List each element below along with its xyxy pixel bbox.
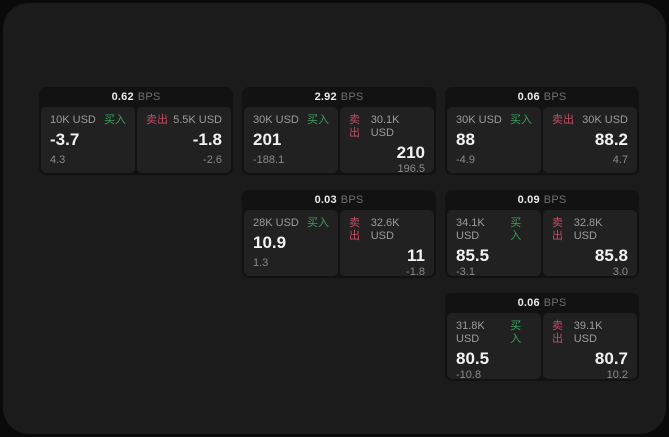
buy-panel[interactable]: 30K USD 买入 201 -188.1: [244, 107, 338, 173]
sell-label: 卖出: [552, 320, 563, 345]
sell-amount: 39.1K USD: [573, 320, 603, 345]
price-panels: 30K USD 买入 88 -4.9 卖出 30K USD 88.2 4.7: [447, 107, 637, 173]
buy-amount: 10K USD: [50, 114, 96, 126]
buy-amount: 30K USD: [456, 114, 502, 126]
sell-price: 88.2: [594, 130, 628, 149]
buy-amount: 34.1K USD: [456, 217, 485, 242]
price-panels: 31.8K USD 买入 80.5 -10.8 卖出 39.1K USD 80.…: [447, 313, 637, 381]
sell-panel[interactable]: 卖出 32.8K USD 85.8 3.0: [543, 210, 637, 278]
sell-amount: 32.8K USD: [573, 217, 603, 242]
bps-header: 0.62 BPS: [41, 87, 231, 107]
sell-panel[interactable]: 卖出 30.1K USD 210 196.5: [340, 107, 434, 175]
buy-amount: 31.8K USD: [456, 320, 485, 345]
sell-amount: 5.5K USD: [173, 114, 222, 126]
buy-change: -188.1: [253, 154, 285, 166]
sell-panel[interactable]: 卖出 39.1K USD 80.7 10.2: [543, 313, 637, 381]
buy-change: 1.3: [253, 257, 269, 269]
sell-change: 3.0: [612, 266, 628, 278]
buy-label: 买入: [307, 217, 329, 229]
sell-change: 4.7: [612, 154, 628, 166]
sell-amount: 32.6K USD: [370, 217, 400, 242]
bps-unit-label: BPS: [543, 194, 567, 206]
buy-panel[interactable]: 30K USD 买入 88 -4.9: [447, 107, 541, 173]
sell-amount: 30.1K USD: [370, 114, 400, 139]
quote-card: 2.92 BPS 30K USD 买入 201 -188.1 卖出 30.1K …: [242, 87, 436, 175]
bps-value: 0.06: [517, 91, 540, 103]
price-panels: 10K USD 买入 -3.7 4.3 卖出 5.5K USD -1.8 -2.…: [41, 107, 231, 173]
bps-header: 0.09 BPS: [447, 190, 637, 210]
buy-change: -3.1: [456, 266, 475, 278]
bps-value: 0.09: [517, 194, 540, 206]
bps-unit-label: BPS: [543, 297, 567, 309]
buy-label: 买入: [510, 217, 522, 242]
quote-card-grid: 0.62 BPS 10K USD 买入 -3.7 4.3 卖出 5.5K USD: [39, 87, 639, 381]
bps-value: 0.06: [517, 297, 540, 309]
buy-price: 80.5: [456, 349, 490, 368]
buy-label: 买入: [510, 114, 532, 126]
bps-header: 0.06 BPS: [447, 87, 637, 107]
sell-label: 卖出: [146, 114, 168, 126]
sell-panel[interactable]: 卖出 30K USD 88.2 4.7: [543, 107, 637, 173]
quote-card: 0.62 BPS 10K USD 买入 -3.7 4.3 卖出 5.5K USD: [39, 87, 233, 175]
quote-card: 0.06 BPS 30K USD 买入 88 -4.9 卖出 30K USD: [445, 87, 639, 175]
bps-value: 0.03: [314, 194, 337, 206]
buy-label: 买入: [510, 320, 522, 345]
sell-label: 卖出: [552, 217, 563, 242]
buy-price: -3.7: [50, 130, 80, 149]
buy-panel[interactable]: 28K USD 买入 10.9 1.3: [244, 210, 338, 276]
sell-label: 卖出: [349, 217, 360, 242]
sell-amount: 30K USD: [582, 114, 628, 126]
sell-change: -2.6: [203, 154, 222, 166]
sell-price: 210: [396, 143, 425, 162]
sell-price: 80.7: [594, 349, 628, 368]
buy-panel[interactable]: 31.8K USD 买入 80.5 -10.8: [447, 313, 541, 381]
buy-price: 201: [253, 130, 282, 149]
buy-label: 买入: [307, 114, 329, 126]
quote-card: 0.06 BPS 31.8K USD 买入 80.5 -10.8 卖出 39.1…: [445, 293, 639, 381]
buy-amount: 30K USD: [253, 114, 299, 126]
bps-unit-label: BPS: [340, 91, 364, 103]
bps-unit-label: BPS: [137, 91, 161, 103]
buy-price: 10.9: [253, 233, 287, 252]
price-panels: 34.1K USD 买入 85.5 -3.1 卖出 32.8K USD 85.8…: [447, 210, 637, 278]
sell-panel[interactable]: 卖出 32.6K USD 11 -1.8: [340, 210, 434, 278]
sell-price: 11: [407, 246, 425, 265]
buy-change: -4.9: [456, 154, 475, 166]
sell-price: -1.8: [192, 130, 222, 149]
sell-change: -1.8: [406, 266, 425, 278]
buy-price: 88: [456, 130, 475, 149]
bps-value: 2.92: [314, 91, 337, 103]
buy-change: -10.8: [456, 369, 482, 381]
app-window: 0.62 BPS 10K USD 买入 -3.7 4.3 卖出 5.5K USD: [3, 3, 666, 434]
sell-change: 10.2: [606, 369, 628, 381]
quote-card: 0.09 BPS 34.1K USD 买入 85.5 -3.1 卖出 32.8K…: [445, 190, 639, 278]
sell-label: 卖出: [552, 114, 574, 126]
buy-amount: 28K USD: [253, 217, 299, 229]
buy-panel[interactable]: 10K USD 买入 -3.7 4.3: [41, 107, 135, 173]
buy-label: 买入: [104, 114, 126, 126]
bps-header: 0.06 BPS: [447, 293, 637, 313]
bps-unit-label: BPS: [340, 194, 364, 206]
bps-unit-label: BPS: [543, 91, 567, 103]
quote-card: 0.03 BPS 28K USD 买入 10.9 1.3 卖出 32.6K US…: [242, 190, 436, 278]
bps-header: 0.03 BPS: [244, 190, 434, 210]
buy-change: 4.3: [50, 154, 66, 166]
bps-header: 2.92 BPS: [244, 87, 434, 107]
sell-change: 196.5: [397, 163, 425, 175]
sell-panel[interactable]: 卖出 5.5K USD -1.8 -2.6: [137, 107, 231, 173]
buy-panel[interactable]: 34.1K USD 买入 85.5 -3.1: [447, 210, 541, 278]
buy-price: 85.5: [456, 246, 490, 265]
price-panels: 30K USD 买入 201 -188.1 卖出 30.1K USD 210 1…: [244, 107, 434, 175]
price-panels: 28K USD 买入 10.9 1.3 卖出 32.6K USD 11 -1.8: [244, 210, 434, 278]
sell-label: 卖出: [349, 114, 360, 139]
bps-value: 0.62: [111, 91, 134, 103]
sell-price: 85.8: [594, 246, 628, 265]
